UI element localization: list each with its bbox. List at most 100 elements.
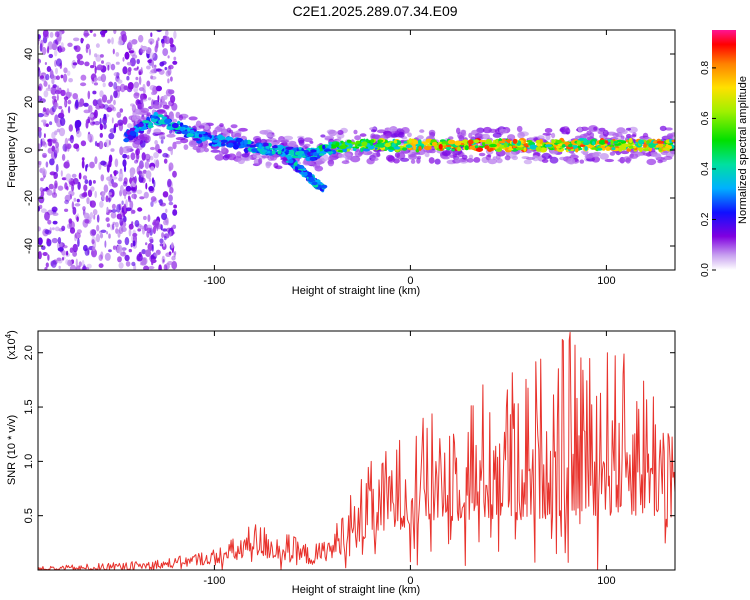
spectrogram-speckle: [107, 64, 110, 71]
spectrogram-speckle: [51, 206, 58, 213]
spectrogram-speckle: [76, 229, 82, 235]
spectrogram-speckle: [150, 75, 154, 80]
spectrogram-speckle: [108, 249, 112, 253]
spectrogram-speckle: [68, 190, 75, 197]
spectrogram-speckle: [124, 237, 130, 246]
spectrogram-speckle: [85, 267, 90, 270]
spectrogram-speckle: [106, 206, 109, 213]
spectrogram-ridge-cell: [495, 139, 500, 144]
spectrogram-speckle: [104, 240, 107, 248]
spectrogram-speckle: [162, 259, 165, 263]
spectrogram-halo: [390, 133, 399, 138]
spectrogram-speckle: [99, 132, 104, 138]
spectrogram-speckle: [67, 223, 72, 229]
spectrogram-speckle: [63, 73, 68, 83]
spectrogram-speckle: [89, 212, 94, 219]
spectrogram-speckle: [139, 196, 145, 200]
spectrogram-halo: [665, 127, 673, 131]
spectrogram-ridge-cell: [555, 145, 561, 149]
spectrogram-ridge-cell: [583, 138, 588, 144]
spectrogram-speckle: [168, 100, 175, 107]
spectrogram-speckle: [133, 67, 139, 71]
spectrogram-speckle: [99, 232, 104, 239]
spectrogram-speckle: [159, 61, 165, 67]
spectrogram-speckle: [57, 185, 64, 191]
spectrogram-speckle: [44, 267, 48, 270]
spectrogram-ridge-cell: [402, 147, 408, 151]
spectrogram-speckle: [42, 252, 48, 256]
spectrogram-speckle: [54, 180, 58, 189]
spectrogram-halo: [261, 155, 270, 159]
spectrogram-halo: [474, 133, 483, 139]
spectrogram-speckle: [51, 43, 58, 51]
spectrogram-speckle: [144, 161, 150, 169]
spectrogram-speckle: [132, 176, 137, 183]
spectrogram-speckle: [73, 197, 77, 202]
spectrogram-speckle: [122, 189, 128, 197]
spectrogram-ridge-cell: [285, 150, 290, 153]
spectrogram-speckle: [94, 190, 97, 199]
spectrogram-speckle: [154, 140, 158, 145]
spectrogram-halo: [155, 109, 166, 115]
spectrogram-branch-cell: [307, 177, 315, 183]
spectrogram-speckle: [151, 59, 154, 69]
spectrogram-speckle: [159, 243, 164, 247]
spectrogram-speckle: [44, 211, 50, 221]
spectrogram-ridge-cell: [464, 145, 469, 151]
spectrogram-panel: -100 0 100 -40 -20 0 20 40 Height of straight …: [6, 29, 676, 297]
spectrogram-ridge-cell: [598, 139, 606, 145]
spectrogram-speckle: [134, 220, 140, 227]
spectrogram-halo: [407, 132, 412, 138]
spectrogram-halo: [303, 137, 313, 142]
spectrogram-speckle: [38, 34, 41, 40]
spectrogram-ridge-cell: [180, 126, 184, 132]
spectrogram-speckle: [169, 37, 174, 45]
spectrogram-speckle: [128, 248, 132, 253]
spectrogram-halo: [456, 127, 461, 134]
spectrogram-halo: [657, 159, 663, 164]
spectrogram-ridge-cell: [265, 145, 271, 149]
spectrogram-speckle: [113, 99, 116, 106]
spectrogram-speckle: [72, 243, 78, 253]
spectrogram-halo: [269, 154, 278, 161]
spectrogram-ridge-cell: [475, 147, 483, 153]
spectrogram-speckle: [67, 42, 73, 47]
spectrogram-halo: [227, 153, 237, 161]
spectrogram-halo: [454, 157, 462, 164]
spectrogram-halo: [468, 132, 473, 139]
spectrogram-x-ticks: -100 0 100: [203, 30, 616, 287]
spectrogram-y-tick-label: 20: [23, 96, 35, 108]
spectrogram-y-ticks: -40 -20 0 20 40: [23, 48, 675, 254]
spectrogram-halo: [586, 130, 592, 135]
colorbar-tick-label: 0.8: [700, 61, 711, 75]
spectrogram-speckle: [38, 113, 44, 118]
spectrogram-ridge-cell: [262, 142, 269, 147]
spectrogram-ridge-cell: [367, 143, 371, 148]
spectrogram-speckle: [87, 90, 91, 100]
spectrogram-speckle: [78, 261, 82, 267]
spectrogram-ridge-cell: [600, 145, 605, 149]
spectrogram-branch-cell: [311, 181, 318, 186]
spectrogram-speckle: [173, 56, 177, 61]
spectrogram-speckle: [85, 43, 90, 50]
spectrogram-halo: [584, 154, 594, 159]
spectrogram-speckle: [111, 182, 118, 188]
snr-y-tick-label: 1.0: [23, 454, 35, 469]
spectrogram-speckle: [38, 143, 41, 150]
spectrogram-speckle: [82, 206, 86, 211]
spectrogram-speckle: [88, 179, 93, 186]
spectrogram-y-axis-label: Frequency (Hz): [6, 112, 18, 188]
spectrogram-speckle: [64, 208, 69, 212]
spectrogram-ridge-cell: [489, 147, 494, 151]
spectrogram-halo: [140, 134, 150, 141]
spectrogram-speckle: [172, 224, 177, 229]
spectrogram-speckle: [123, 215, 127, 223]
spectrogram-speckle: [94, 156, 98, 165]
spectrogram-ridge-cell: [403, 141, 408, 144]
spectrogram-ridge-cell: [638, 146, 643, 153]
spectrogram-speckle: [100, 174, 105, 182]
spectrogram-ridge-cell: [211, 143, 218, 147]
spectrogram-speckle: [116, 244, 123, 254]
spectrogram-halo: [507, 134, 516, 141]
spectrogram-speckle: [170, 147, 173, 156]
